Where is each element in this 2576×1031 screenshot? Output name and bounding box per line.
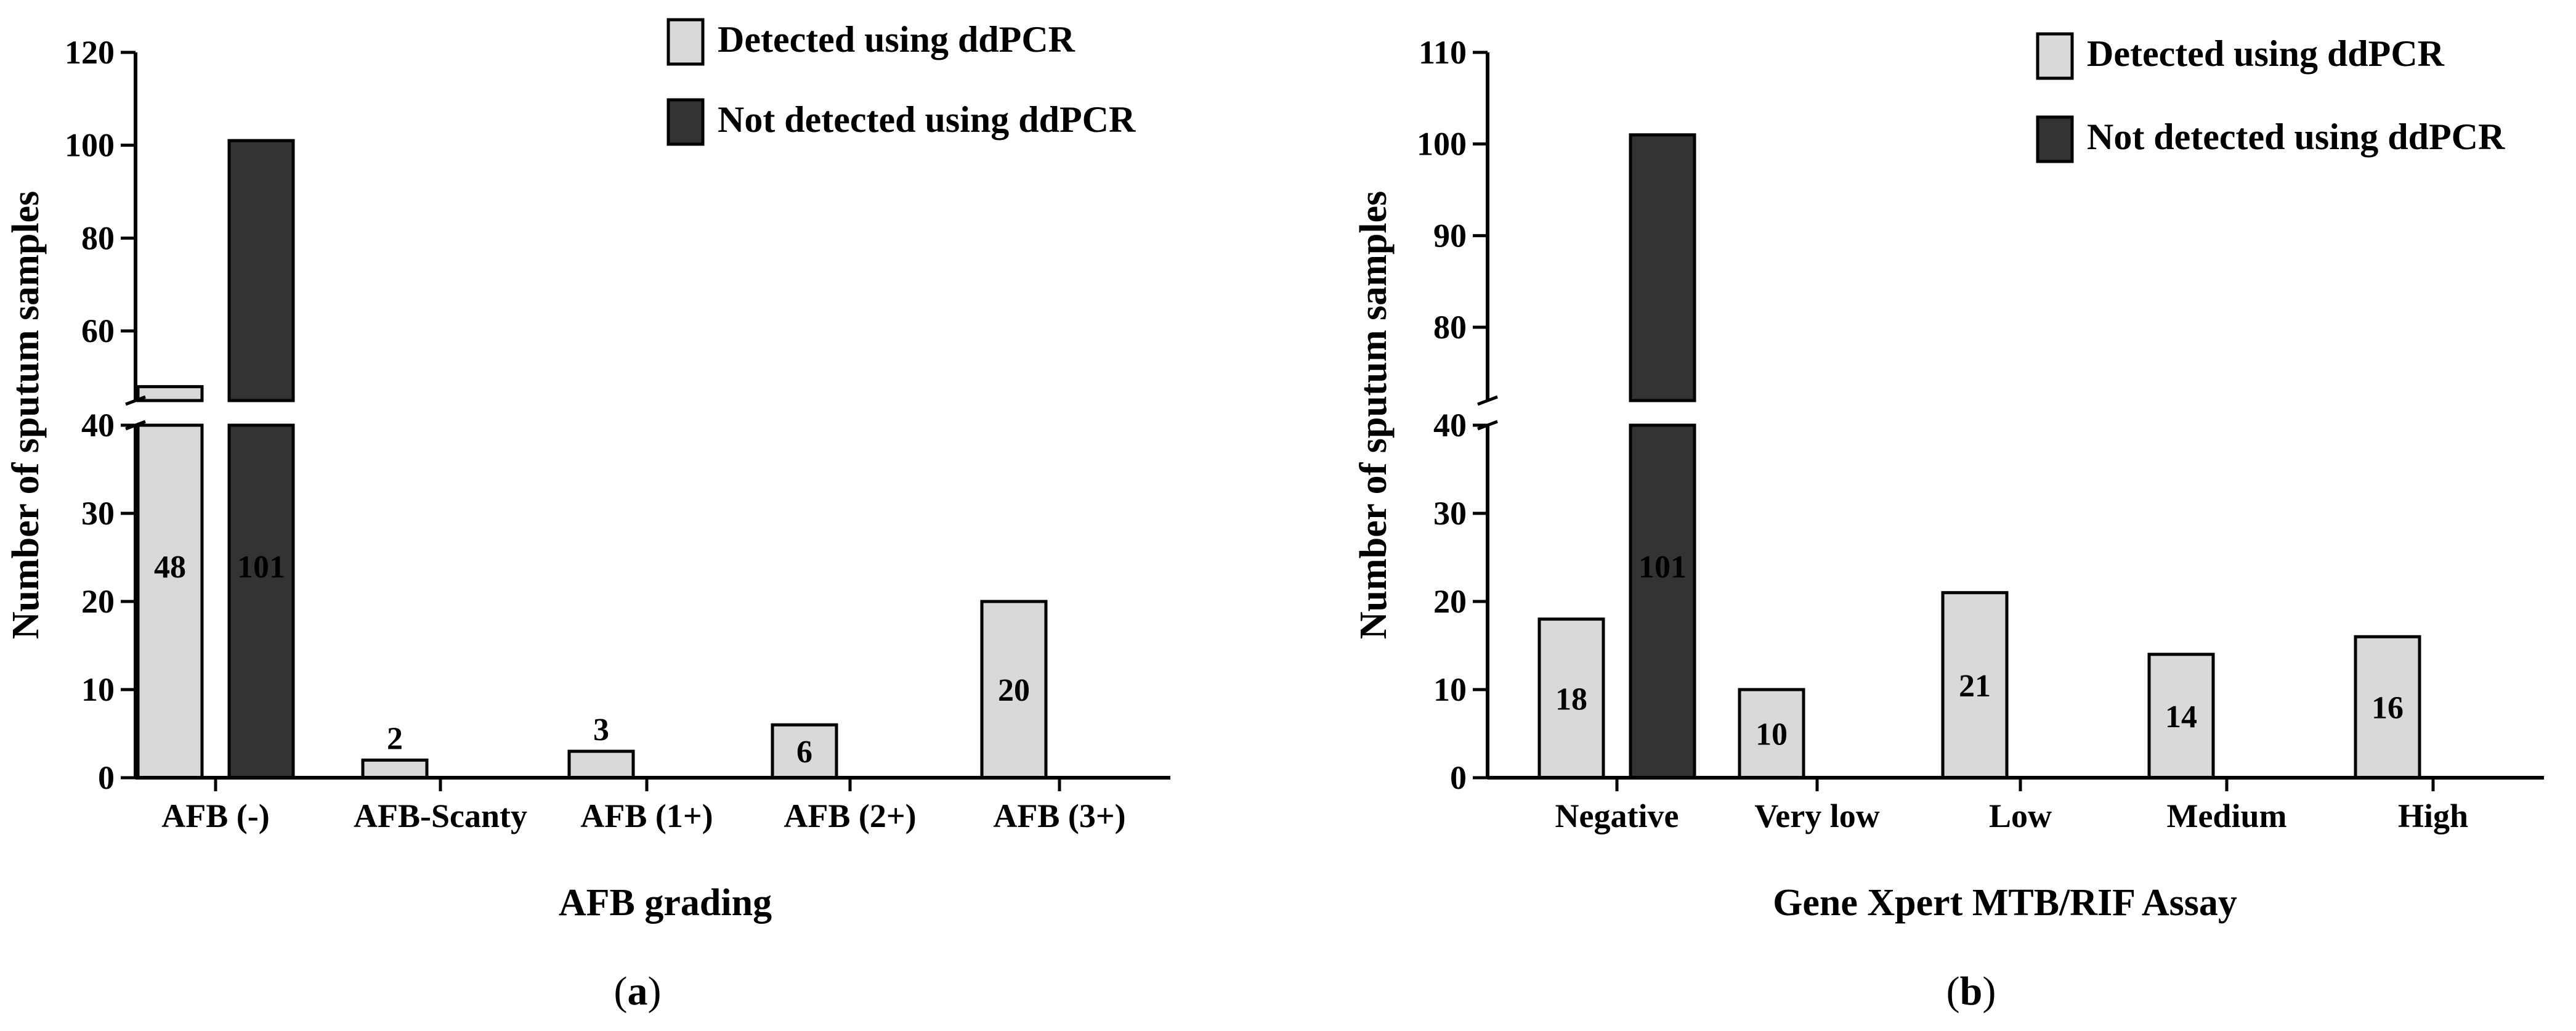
y-tick-label-b-lower-2: 20 bbox=[1433, 583, 1467, 620]
bar-label-a-0-0: 48 bbox=[154, 550, 186, 585]
bar-label-a-1-0: 101 bbox=[237, 550, 285, 585]
legend-label-a-1: Not detected using ddPCR bbox=[718, 99, 1136, 140]
x-tick-label-a-4: AFB (3+) bbox=[993, 797, 1125, 834]
x-tick-label-a-1: AFB-Scanty bbox=[354, 797, 527, 834]
x-axis-title-a: AFB grading bbox=[559, 882, 772, 924]
bar-a-0-4 bbox=[980, 600, 1048, 780]
bar-label-b-0-4: 16 bbox=[2371, 691, 2404, 726]
legend-swatch-a-1 bbox=[666, 98, 705, 146]
y-tick-label-b-upper-0: 80 bbox=[1433, 309, 1467, 346]
bar-b-1-0-lower bbox=[1629, 423, 1696, 780]
bar-label-a-0-2: 3 bbox=[593, 712, 609, 748]
bar-label-a-0-4: 20 bbox=[998, 673, 1030, 708]
y-tick-label-b-lower-0: 0 bbox=[1450, 759, 1467, 796]
y-tick-label-b-upper-3: 110 bbox=[1419, 34, 1467, 71]
y-tick-label-a-upper-0: 60 bbox=[81, 312, 115, 349]
y-tick-label-a-upper-3: 120 bbox=[65, 34, 115, 71]
x-tick-label-b-4: High bbox=[2398, 797, 2468, 834]
y-tick-label-b-upper-2: 100 bbox=[1417, 126, 1467, 163]
legend-swatch-a-0 bbox=[666, 18, 705, 66]
x-tick-label-a-3: AFB (2+) bbox=[784, 797, 916, 834]
y-tick-label-a-upper-1: 80 bbox=[81, 219, 115, 256]
panel-b-label: (b) bbox=[1946, 969, 1996, 1014]
y-tick-label-a-lower-2: 20 bbox=[81, 583, 115, 620]
axis-break-mark-top-a bbox=[125, 395, 146, 406]
panel-a-chart: 48 101 2 3 6 20 0 10 20 30 40 60 80 100 120 AFB (-) AFB-… bbox=[5, 18, 1170, 924]
y-axis-title-b: Number of sputum samples bbox=[1353, 191, 1395, 639]
x-tick-label-b-2: Low bbox=[1989, 797, 2052, 834]
y-tick-label-b-lower-4: 40 bbox=[1433, 407, 1467, 444]
y-tick-label-a-lower-0: 0 bbox=[98, 759, 115, 796]
bar-a-0-0-lower bbox=[136, 423, 204, 780]
x-tick-label-b-0: Negative bbox=[1555, 797, 1679, 834]
bar-label-b-0-1: 10 bbox=[1756, 717, 1788, 752]
bar-b-0-4 bbox=[2354, 635, 2421, 780]
x-tick-label-a-0: AFB (-) bbox=[161, 797, 269, 834]
bar-b-0-0 bbox=[1537, 617, 1605, 780]
bar-label-b-0-3: 14 bbox=[2165, 699, 2197, 735]
y-tick-label-a-lower-4: 40 bbox=[81, 407, 115, 444]
axis-break-gap-a bbox=[117, 403, 1170, 423]
y-tick-label-b-lower-3: 30 bbox=[1433, 495, 1467, 532]
legend-label-b-0: Detected using ddPCR bbox=[2087, 33, 2445, 74]
bar-b-0-1 bbox=[1738, 688, 1805, 780]
y-axis-title-a: Number of sputum samples bbox=[5, 191, 47, 639]
y-tick-label-b-lower-1: 10 bbox=[1433, 671, 1467, 708]
y-tick-label-a-lower-1: 10 bbox=[81, 671, 115, 708]
bar-b-1-0-upper bbox=[1629, 133, 1696, 402]
y-tick-label-a-upper-2: 100 bbox=[65, 127, 115, 164]
x-tick-label-b-1: Very low bbox=[1754, 797, 1879, 834]
y-tick-label-b-upper-1: 90 bbox=[1433, 217, 1467, 254]
axis-break-gap-b bbox=[1469, 403, 2544, 423]
axis-break-mark-top-b bbox=[1477, 395, 1498, 406]
bar-a-0-0-upper bbox=[136, 385, 204, 402]
panel-a-label: (a) bbox=[614, 969, 662, 1014]
x-tick-label-a-2: AFB (1+) bbox=[580, 797, 713, 834]
bar-label-b-0-0: 18 bbox=[1555, 682, 1587, 717]
bar-label-b-1-0: 101 bbox=[1638, 550, 1687, 585]
bar-label-a-0-1: 2 bbox=[387, 721, 403, 756]
legend-label-b-1: Not detected using ddPCR bbox=[2087, 116, 2505, 157]
bar-label-b-0-2: 21 bbox=[1959, 669, 1991, 704]
bar-b-0-2 bbox=[1941, 591, 2009, 780]
x-tick-label-b-3: Medium bbox=[2167, 797, 2287, 834]
bar-a-1-0-lower bbox=[227, 423, 295, 780]
bar-a-0-2 bbox=[567, 749, 635, 780]
bar-a-1-0-upper bbox=[227, 139, 295, 402]
legend-swatch-b-0 bbox=[2036, 32, 2074, 80]
panel-b-chart: 18 101 10 21 14 16 0 10 20 30 40 80 90 100 110 Negative… bbox=[1353, 32, 2544, 924]
legend-swatch-b-1 bbox=[2036, 115, 2074, 163]
legend-label-a-0: Detected using ddPCR bbox=[718, 19, 1075, 60]
bar-label-a-0-3: 6 bbox=[796, 735, 812, 770]
y-tick-label-a-lower-3: 30 bbox=[81, 495, 115, 532]
x-axis-title-b: Gene Xpert MTB/RIF Assay bbox=[1773, 882, 2237, 924]
bar-a-0-1 bbox=[361, 758, 429, 780]
